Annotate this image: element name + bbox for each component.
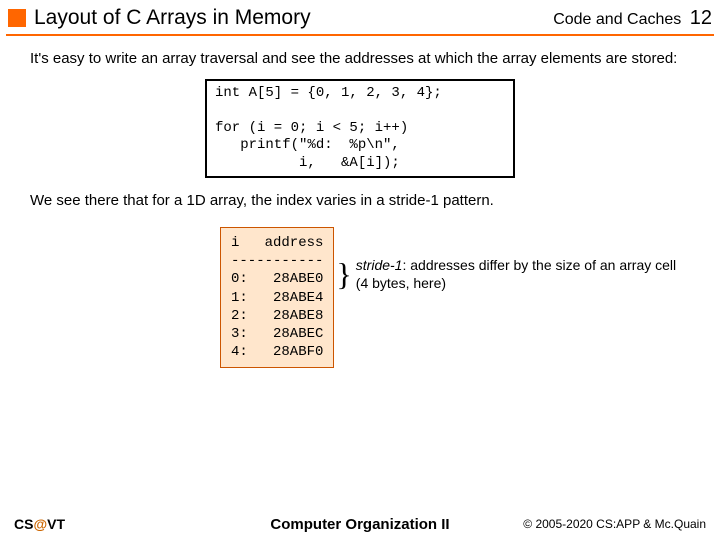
footer-at: @: [33, 516, 47, 532]
slide-title: Layout of C Arrays in Memory: [34, 6, 553, 30]
footer-vt: VT: [47, 516, 65, 532]
annotation-text: stride-1: addresses differ by the size o…: [356, 257, 690, 292]
section-label: Code and Caches: [553, 11, 681, 28]
header-right: Code and Caches 12: [553, 7, 712, 30]
footer-left: CS@VT: [14, 516, 65, 532]
second-paragraph: We see there that for a 1D array, the in…: [30, 192, 690, 211]
brace-icon: }: [336, 263, 351, 285]
slide-footer: CS@VT Computer Organization II © 2005-20…: [0, 516, 720, 532]
output-row: i address ----------- 0: 28ABE0 1: 28ABE…: [220, 227, 690, 368]
annotation-lead: stride-1: [356, 257, 403, 273]
intro-paragraph: It's easy to write an array traversal an…: [30, 50, 690, 69]
code-block: int A[5] = {0, 1, 2, 3, 4}; for (i = 0; …: [205, 79, 515, 179]
footer-center: Computer Organization II: [270, 516, 449, 533]
footer-right: © 2005-2020 CS:APP & Mc.Quain: [523, 517, 706, 531]
accent-square-icon: [8, 9, 26, 27]
page-number: 12: [690, 7, 712, 29]
output-block: i address ----------- 0: 28ABE0 1: 28ABE…: [220, 227, 334, 368]
annotation-rest: : addresses differ by the size of an arr…: [356, 257, 676, 291]
slide-content: It's easy to write an array traversal an…: [0, 36, 720, 368]
slide-header: Layout of C Arrays in Memory Code and Ca…: [0, 0, 720, 32]
annotation-group: } stride-1: addresses differ by the size…: [336, 257, 690, 292]
footer-cs: CS: [14, 516, 33, 532]
